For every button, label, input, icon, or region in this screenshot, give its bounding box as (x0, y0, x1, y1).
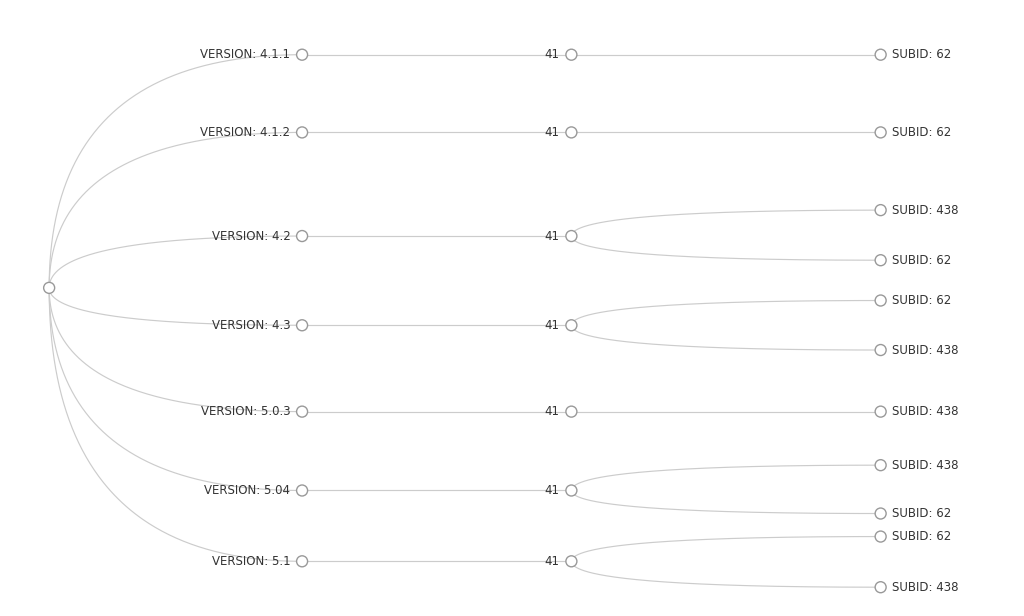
Ellipse shape (566, 406, 577, 417)
Ellipse shape (876, 205, 886, 216)
Ellipse shape (876, 531, 886, 542)
Ellipse shape (297, 556, 307, 567)
Ellipse shape (876, 255, 886, 265)
Ellipse shape (297, 320, 307, 331)
Ellipse shape (566, 127, 577, 138)
Ellipse shape (876, 582, 886, 593)
Text: VERSION: 5.0.3: VERSION: 5.0.3 (201, 405, 291, 418)
Text: SUBID: 62: SUBID: 62 (892, 294, 951, 307)
Text: 41: 41 (545, 230, 560, 243)
Text: 41: 41 (545, 126, 560, 139)
Text: 41: 41 (545, 405, 560, 418)
Text: SUBID: 438: SUBID: 438 (892, 344, 958, 357)
Text: SUBID: 62: SUBID: 62 (892, 254, 951, 267)
Text: VERSION: 4.2: VERSION: 4.2 (212, 230, 291, 243)
Ellipse shape (44, 282, 54, 293)
Text: 41: 41 (545, 555, 560, 568)
Text: SUBID: 438: SUBID: 438 (892, 581, 958, 594)
Ellipse shape (297, 49, 307, 60)
Ellipse shape (876, 344, 886, 355)
Ellipse shape (566, 49, 577, 60)
Ellipse shape (876, 460, 886, 471)
Ellipse shape (297, 406, 307, 417)
Ellipse shape (876, 127, 886, 138)
Text: SUBID: 438: SUBID: 438 (892, 459, 958, 472)
Ellipse shape (297, 230, 307, 241)
Ellipse shape (566, 230, 577, 241)
Text: SUBID: 438: SUBID: 438 (892, 204, 958, 217)
Text: SUBID: 438: SUBID: 438 (892, 405, 958, 418)
Text: VERSION: 4.3: VERSION: 4.3 (212, 318, 291, 332)
Ellipse shape (297, 127, 307, 138)
Text: VERSION: 4.1.2: VERSION: 4.1.2 (201, 126, 291, 139)
Text: VERSION: 5.1: VERSION: 5.1 (212, 555, 291, 568)
Text: VERSION: 5.04: VERSION: 5.04 (205, 484, 291, 497)
Text: 41: 41 (545, 318, 560, 332)
Text: VERSION: 4.1.1: VERSION: 4.1.1 (201, 48, 291, 61)
Ellipse shape (876, 508, 886, 519)
Ellipse shape (566, 320, 577, 331)
Ellipse shape (876, 49, 886, 60)
Ellipse shape (566, 485, 577, 496)
Text: 41: 41 (545, 48, 560, 61)
Ellipse shape (566, 556, 577, 567)
Ellipse shape (876, 406, 886, 417)
Ellipse shape (297, 485, 307, 496)
Text: SUBID: 62: SUBID: 62 (892, 126, 951, 139)
Text: SUBID: 62: SUBID: 62 (892, 507, 951, 520)
Ellipse shape (876, 295, 886, 306)
Text: SUBID: 62: SUBID: 62 (892, 530, 951, 543)
Text: SUBID: 62: SUBID: 62 (892, 48, 951, 61)
Text: 41: 41 (545, 484, 560, 497)
